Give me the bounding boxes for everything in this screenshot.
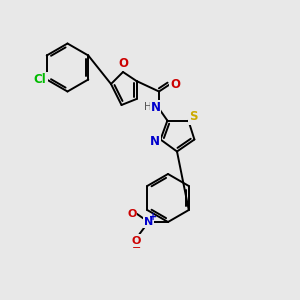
Text: N: N: [144, 217, 153, 227]
Text: O: O: [127, 208, 136, 219]
Text: O: O: [170, 77, 180, 91]
Text: O: O: [132, 236, 141, 246]
Text: Cl: Cl: [34, 73, 46, 86]
Text: +: +: [148, 212, 157, 222]
Text: N: N: [150, 100, 161, 114]
Text: N: N: [150, 135, 160, 148]
Text: H: H: [144, 102, 152, 112]
Text: S: S: [190, 110, 198, 124]
Text: O: O: [118, 57, 128, 70]
Text: −: −: [132, 243, 141, 254]
